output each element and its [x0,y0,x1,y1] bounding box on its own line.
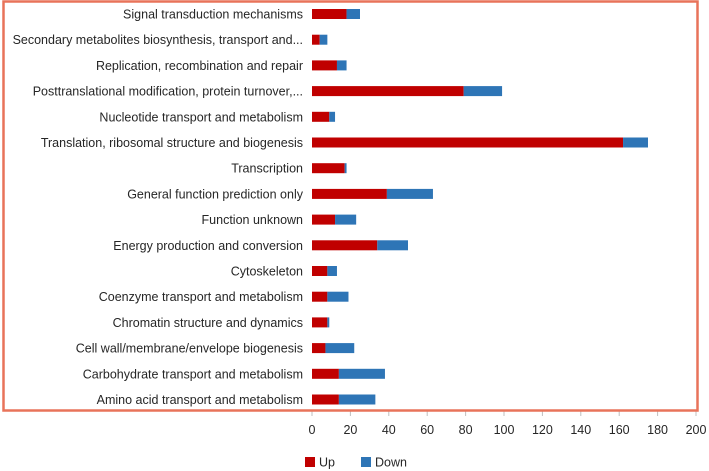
category-label: Secondary metabolites biosynthesis, tran… [13,33,303,47]
bar-up-11 [312,291,328,302]
x-tick-label: 100 [494,423,515,437]
bar-down-1 [319,34,328,45]
bar-down-5 [623,137,648,148]
bar-down-13 [325,343,355,354]
x-tick-label: 20 [343,423,357,437]
bar-up-7 [312,188,387,199]
bar-up-10 [312,266,328,276]
bar-down-15 [338,394,376,405]
legend: Up Down [305,456,407,470]
bar-down-0 [346,9,360,19]
x-tick-label: 80 [459,423,473,437]
bar-up-13 [312,343,326,354]
category-label: Function unknown [202,213,304,227]
bar-up-9 [312,240,378,251]
x-tick-label: 140 [570,423,591,437]
bar-up-4 [312,111,330,122]
category-label: General function prediction only [127,187,304,201]
bar-down-9 [377,240,408,251]
x-tick-label: 60 [420,423,434,437]
category-labels: Signal transduction mechanisms Secondary … [13,8,304,408]
x-tick-label: 200 [686,423,707,437]
bar-down-6 [344,163,347,174]
category-label: Chromatin structure and dynamics [113,316,303,330]
bar-up-12 [312,317,328,328]
x-tick-label: 180 [647,423,668,437]
bars-layer [312,9,648,405]
bar-up-15 [312,394,339,405]
bar-up-2 [312,60,337,71]
bar-up-0 [312,9,347,19]
bar-up-14 [312,368,339,379]
category-label: Nucleotide transport and metabolism [99,110,303,124]
category-label: Cytoskeleton [231,265,303,279]
chart-frame [2,0,699,412]
legend-label-down: Down [375,456,407,470]
x-tick-label: 40 [382,423,396,437]
bar-up-1 [312,34,320,45]
bar-up-5 [312,137,624,148]
category-label: Translation, ribosomal structure and bio… [41,136,303,150]
category-label: Transcription [231,162,303,176]
category-label: Energy production and conversion [113,239,303,253]
x-tick-label: 160 [609,423,630,437]
bar-down-8 [335,214,357,225]
bar-down-3 [463,86,503,97]
bar-down-4 [329,111,336,122]
category-label: Carbohydrate transport and metabolism [83,367,303,381]
category-label: Amino acid transport and metabolism [97,393,303,407]
bar-up-3 [312,86,464,97]
legend-swatch-down [361,457,371,467]
x-tick-label: 0 [309,423,316,437]
bar-up-8 [312,214,336,225]
category-label: Signal transduction mechanisms [123,8,303,22]
legend-label-up: Up [319,456,335,470]
category-label: Cell wall/membrane/envelope biogenesis [76,342,303,356]
category-label: Posttranslational modification, protein … [33,85,303,99]
category-label: Coenzyme transport and metabolism [99,290,303,304]
x-tick-label: 120 [532,423,553,437]
bar-up-6 [312,163,345,174]
bar-down-12 [327,317,330,328]
bar-down-11 [327,291,349,302]
legend-swatch-up [305,457,315,467]
category-label: Replication, recombination and repair [96,59,303,73]
bar-down-14 [338,368,385,379]
bar-down-7 [386,188,433,199]
bar-down-10 [327,266,337,276]
bar-down-2 [336,60,347,71]
x-axis: 0 20 40 60 80 100 120 140 160 180 200 [309,411,707,437]
